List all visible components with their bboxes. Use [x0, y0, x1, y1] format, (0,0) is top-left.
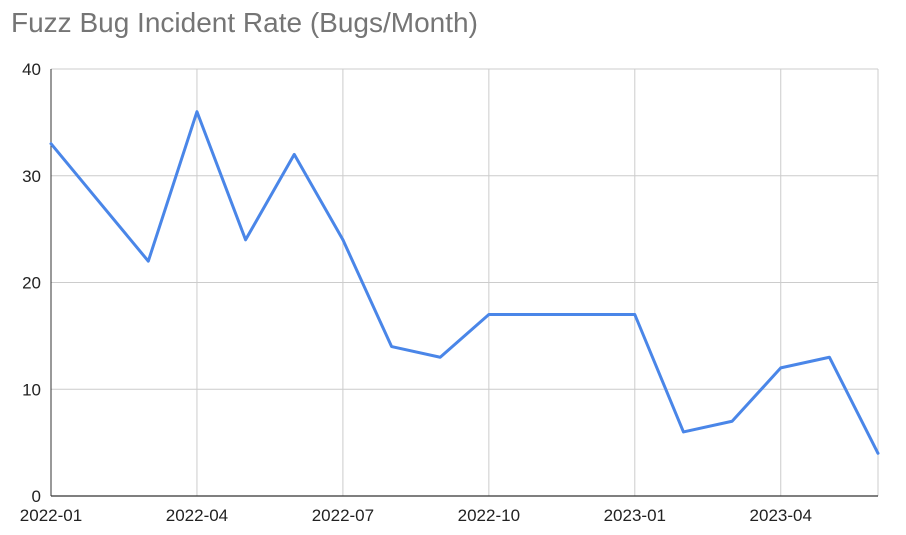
chart-title: Fuzz Bug Incident Rate (Bugs/Month) [11, 7, 478, 38]
y-tick-label: 30 [22, 167, 41, 186]
x-tick-label: 2022-04 [166, 506, 228, 525]
y-tick-label: 20 [22, 274, 41, 293]
x-tick-label: 2022-01 [20, 506, 82, 525]
y-tick-label: 10 [22, 380, 41, 399]
series-line [49, 110, 880, 455]
x-tick-label: 2023-04 [750, 506, 812, 525]
series-layer [49, 110, 880, 455]
y-tick-label: 0 [32, 487, 41, 506]
x-tick-label: 2022-07 [312, 506, 374, 525]
grid-lines [50, 68, 879, 496]
x-tick-label: 2023-01 [604, 506, 666, 525]
axes [50, 69, 878, 497]
y-tick-label: 40 [22, 60, 41, 79]
x-tick-label: 2022-10 [458, 506, 520, 525]
tick-labels: 0 10 20 30 40 2022-01 2022-04 2022-07 2022-10 202… [20, 60, 812, 525]
